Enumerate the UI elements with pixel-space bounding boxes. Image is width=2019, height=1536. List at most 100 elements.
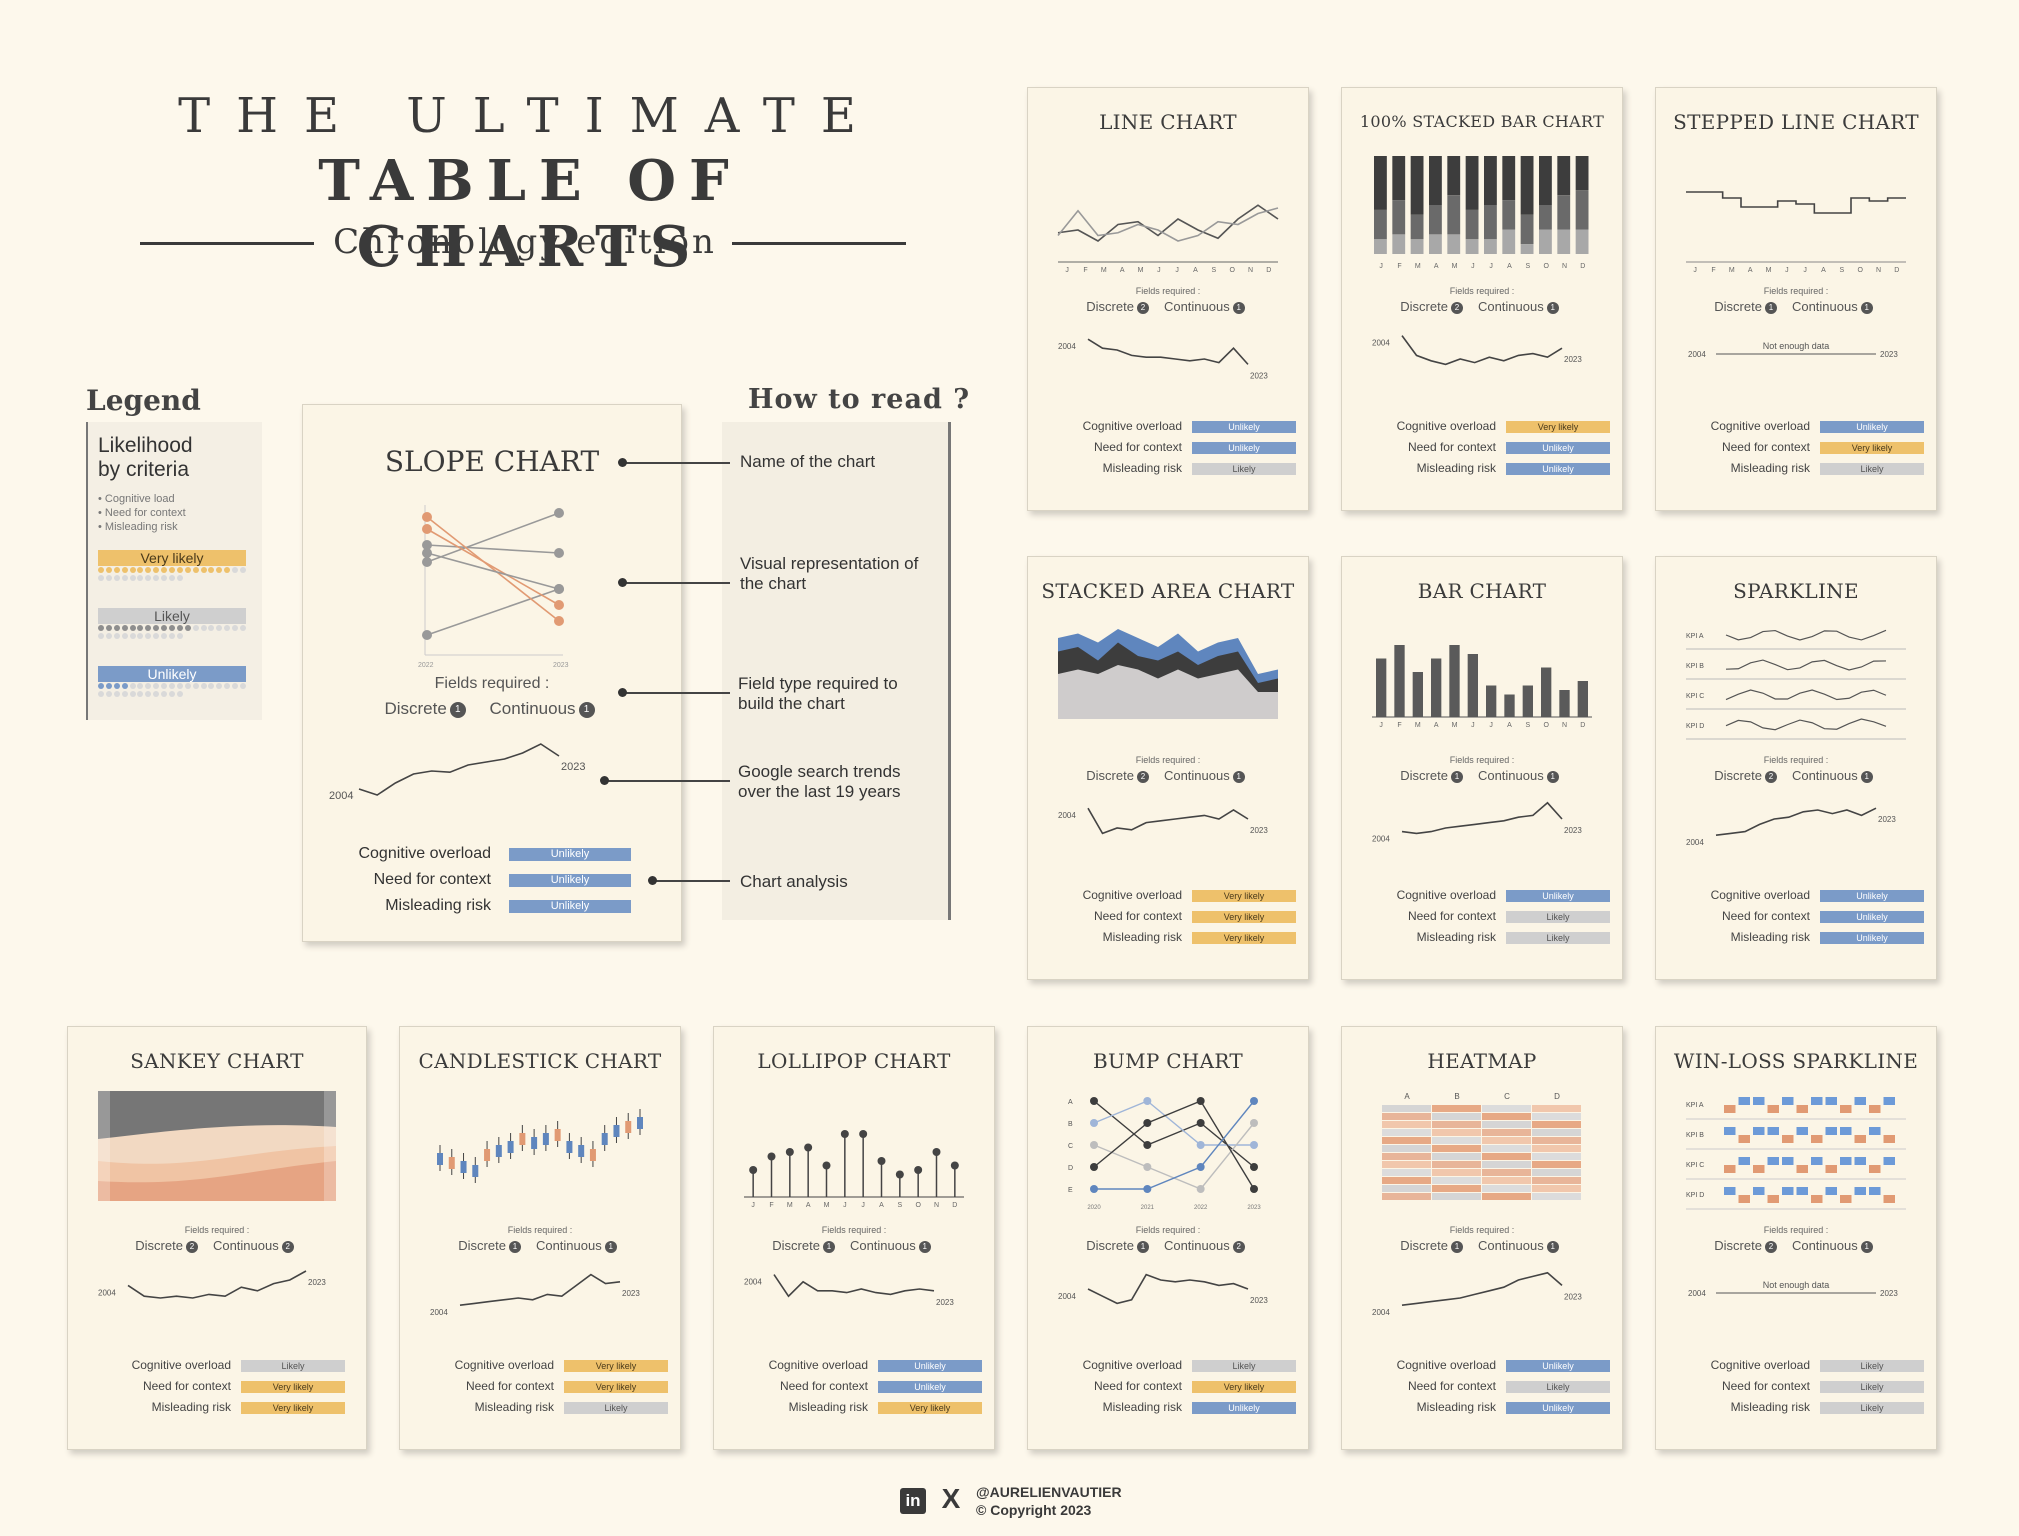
chart-card[interactable]: SPARKLINE KPI A KPI B KPI C KPI D Fields requ… bbox=[1655, 556, 1937, 980]
month-tick: J bbox=[1803, 267, 1807, 274]
slope-year-label: 2023 bbox=[553, 662, 569, 669]
criterion-label: Misleading risk bbox=[151, 1400, 231, 1414]
chart-card[interactable]: BAR CHART J F M A M J J A S O N D Fields required : Di… bbox=[1341, 556, 1623, 980]
chart-card-title: WIN-LOSS SPARKLINE bbox=[1673, 1049, 1919, 1073]
fields-required-label: Fields required : bbox=[1135, 1225, 1201, 1235]
trend-line: 2004 2023 bbox=[744, 1274, 954, 1307]
rating-badge: Unlikely bbox=[1506, 1402, 1610, 1414]
fields-required-label: Fields required : bbox=[1449, 1225, 1515, 1235]
bump-row-label: D bbox=[1068, 1165, 1073, 1172]
chart-card[interactable]: BUMP CHART A B C D E 2020 2021 2022 2023 Fields re… bbox=[1027, 1026, 1309, 1450]
month-tick: A bbox=[1434, 722, 1439, 729]
kpi-label: KPI B bbox=[1686, 663, 1704, 670]
kpi-label: KPI C bbox=[1686, 693, 1704, 700]
fields-required-label: Fields required : bbox=[1763, 1225, 1829, 1235]
month-tick: N bbox=[1562, 263, 1567, 270]
slope-chart-card[interactable]: SLOPE CHART 2022 2023 Fields required : D… bbox=[302, 404, 682, 942]
fields-required-label: Fields required : bbox=[507, 1225, 573, 1235]
criterion-label: Need for context bbox=[1093, 909, 1182, 923]
chart-card[interactable]: LINE CHART J F M A M J J A S O N D Fields required :D… bbox=[1027, 87, 1309, 511]
chart-card-visual: KPI A KPI B KPI C KPI D bbox=[1686, 1097, 1906, 1210]
criterion-label: Cognitive overload bbox=[131, 1358, 231, 1372]
month-tick: J bbox=[1065, 267, 1069, 274]
rating-badge: Unlikely bbox=[1192, 442, 1296, 454]
continuous-count: 1 bbox=[1232, 770, 1245, 783]
discrete-count: 2 bbox=[1764, 770, 1777, 783]
rating-badge: Likely bbox=[1820, 1402, 1924, 1414]
legend-criteria: • Cognitive load • Need for context • Misl… bbox=[98, 492, 186, 534]
month-tick: J bbox=[1785, 267, 1789, 274]
subtitle: Chronology edition bbox=[333, 222, 717, 262]
criterion-label: Need for context bbox=[1407, 1379, 1496, 1393]
discrete-label: Discrete bbox=[135, 1238, 183, 1253]
rating-badge: Unlikely bbox=[1820, 421, 1924, 433]
rating-badge: Unlikely bbox=[1506, 890, 1610, 902]
bump-year-label: 2020 bbox=[1087, 1205, 1101, 1211]
chart-card-visual: KPI A KPI B KPI C KPI D bbox=[1686, 629, 1906, 740]
slope-rating-badge: Unlikely bbox=[509, 900, 631, 913]
criterion-label: Misleading risk bbox=[788, 1400, 868, 1414]
footer-copyright: © Copyright 2023 bbox=[976, 1502, 1092, 1518]
month-tick: N bbox=[934, 1202, 939, 1209]
chart-card[interactable]: SANKEY CHART Fields required : Discrete 2 Co… bbox=[67, 1026, 367, 1450]
month-tick: A bbox=[1120, 267, 1125, 274]
not-enough-data: Not enough data bbox=[1763, 1280, 1830, 1290]
slope-rating-badge: Unlikely bbox=[509, 848, 631, 861]
trend-end-year: 2023 bbox=[1250, 826, 1268, 835]
howto-connector bbox=[622, 462, 730, 464]
rating-badge: Unlikely bbox=[1820, 932, 1924, 944]
slope-rating-badge: Unlikely bbox=[509, 874, 631, 887]
chart-card[interactable]: CANDLESTICK CHART Fields required : Discre… bbox=[399, 1026, 681, 1450]
month-tick: A bbox=[1748, 267, 1753, 274]
howto-panel bbox=[722, 422, 951, 920]
linkedin-icon[interactable]: in bbox=[900, 1488, 926, 1514]
criterion-label: Need for context bbox=[465, 1379, 554, 1393]
trend-end-year: 2023 bbox=[1564, 826, 1582, 835]
howto-connector bbox=[622, 692, 730, 694]
howto-title: How to read ? bbox=[748, 384, 971, 415]
title-rule-left bbox=[140, 242, 314, 245]
month-tick: A bbox=[1434, 263, 1439, 270]
chart-card[interactable]: LOLLIPOP CHART J F M A M J J A S O N D Fields require… bbox=[713, 1026, 995, 1450]
rating-badge: Unlikely bbox=[1192, 1402, 1296, 1414]
rating-badge: Very likely bbox=[1192, 890, 1296, 902]
criterion-label: Misleading risk bbox=[1102, 1400, 1182, 1414]
continuous-count: 2 bbox=[1232, 1240, 1245, 1253]
chart-card[interactable]: HEATMAP A B C D Fields required : Discrete 1 Con… bbox=[1341, 1026, 1623, 1450]
discrete-count: 2 bbox=[1764, 1240, 1777, 1253]
heatmap-col-label: B bbox=[1454, 1092, 1459, 1101]
trend-end-year: 2023 bbox=[1250, 371, 1268, 380]
month-tick: D bbox=[1894, 267, 1899, 274]
trend-line: 2004 2023 Not enough data bbox=[1688, 341, 1898, 359]
trend-line: 2004 2023 Not enough data bbox=[1688, 1280, 1898, 1298]
chart-card[interactable]: STACKED AREA CHART Fields required : Discr… bbox=[1027, 556, 1309, 980]
howto-dot bbox=[618, 688, 627, 697]
trend-end-year: 2023 bbox=[1564, 355, 1582, 364]
rating-badge: Very likely bbox=[878, 1402, 982, 1414]
fields-required-label: Fields required : bbox=[1135, 286, 1201, 296]
kpi-label: KPI A bbox=[1686, 633, 1704, 640]
x-icon[interactable]: X bbox=[941, 1483, 961, 1514]
chart-card[interactable]: STEPPED LINE CHART J F M A M J J A S O N D Fields req… bbox=[1655, 87, 1937, 511]
rating-badge: Unlikely bbox=[1820, 911, 1924, 923]
chart-card[interactable]: WIN-LOSS SPARKLINE KPI A KPI B KPI C KPI D Fi… bbox=[1655, 1026, 1937, 1450]
legend-criterion: • Need for context bbox=[98, 507, 186, 519]
month-tick: J bbox=[1157, 267, 1161, 274]
title-rule-right bbox=[732, 242, 906, 245]
bump-year-label: 2023 bbox=[1247, 1205, 1261, 1211]
chart-card[interactable]: 100% STACKED BAR CHART J F M A M J J A S O N D Fields… bbox=[1341, 87, 1623, 511]
rating-badge: Likely bbox=[1192, 463, 1296, 475]
heatmap-col-label: A bbox=[1404, 1092, 1410, 1101]
month-tick: J bbox=[843, 1202, 847, 1209]
trend-line: 2004 2023 bbox=[430, 1273, 640, 1317]
month-tick: A bbox=[1507, 722, 1512, 729]
month-tick: S bbox=[1839, 267, 1844, 274]
criterion-label: Cognitive overload bbox=[768, 1358, 868, 1372]
rating-badge: Unlikely bbox=[878, 1360, 982, 1372]
continuous-count: 1 bbox=[1546, 301, 1559, 314]
trend-start-year: 2004 bbox=[329, 790, 353, 802]
discrete-label: Discrete bbox=[1086, 768, 1134, 783]
footer-handle[interactable]: @AURELIENVAUTIER bbox=[976, 1484, 1122, 1500]
